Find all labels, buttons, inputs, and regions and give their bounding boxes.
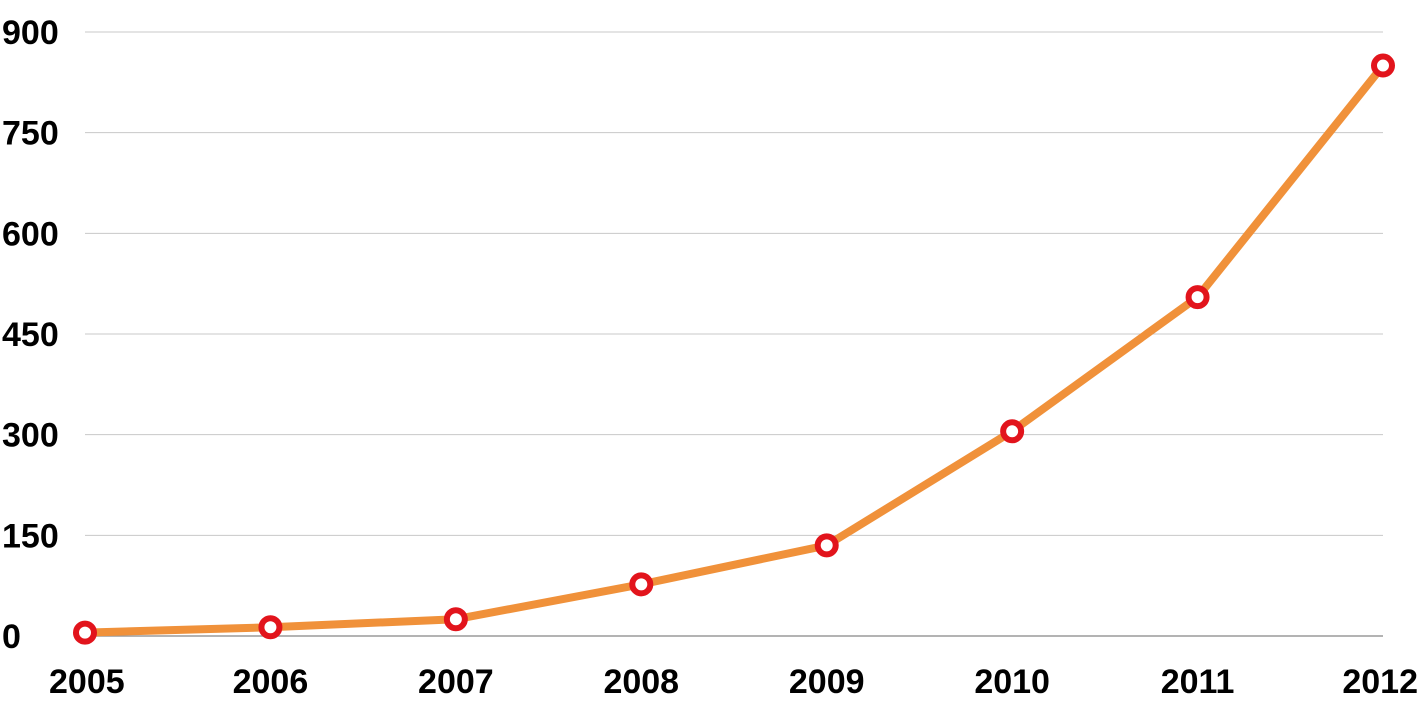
- data-point-2005: [73, 620, 97, 645]
- x-tick-label: 2011: [1161, 663, 1235, 701]
- y-tick-label: 150: [2, 517, 59, 555]
- x-tick-label: 2012: [1342, 663, 1418, 701]
- y-tick-label: 900: [2, 14, 59, 52]
- y-tick-label: 0: [2, 618, 21, 656]
- x-tick-label: 2005: [49, 663, 125, 701]
- data-point-2006: [258, 615, 283, 640]
- x-axis-ticks: 2005 2006 2007 2008 2009 2010 2011 2012: [49, 663, 1418, 701]
- y-tick-label: 450: [2, 316, 59, 354]
- gridlines: [85, 31, 1383, 637]
- data-point-2008: [629, 572, 654, 597]
- data-point-2009: [814, 533, 839, 558]
- series-group: [73, 53, 1395, 645]
- y-tick-label: 750: [2, 115, 59, 153]
- y-tick-label: 300: [2, 417, 59, 455]
- data-point-2011: [1185, 285, 1210, 310]
- data-point-2010: [1000, 419, 1025, 444]
- x-tick-label: 2008: [603, 663, 679, 701]
- x-tick-label: 2006: [233, 663, 309, 701]
- series-line-0: [81, 61, 1387, 637]
- x-tick-label: 2009: [789, 663, 865, 701]
- y-tick-label: 600: [2, 215, 59, 253]
- x-tick-label: 2007: [418, 663, 494, 701]
- x-tick-label: 2010: [974, 663, 1050, 701]
- y-axis-ticks: 0 150 300 450 600 750 900: [2, 14, 59, 656]
- data-point-2012: [1371, 53, 1395, 78]
- data-point-2007: [443, 607, 468, 632]
